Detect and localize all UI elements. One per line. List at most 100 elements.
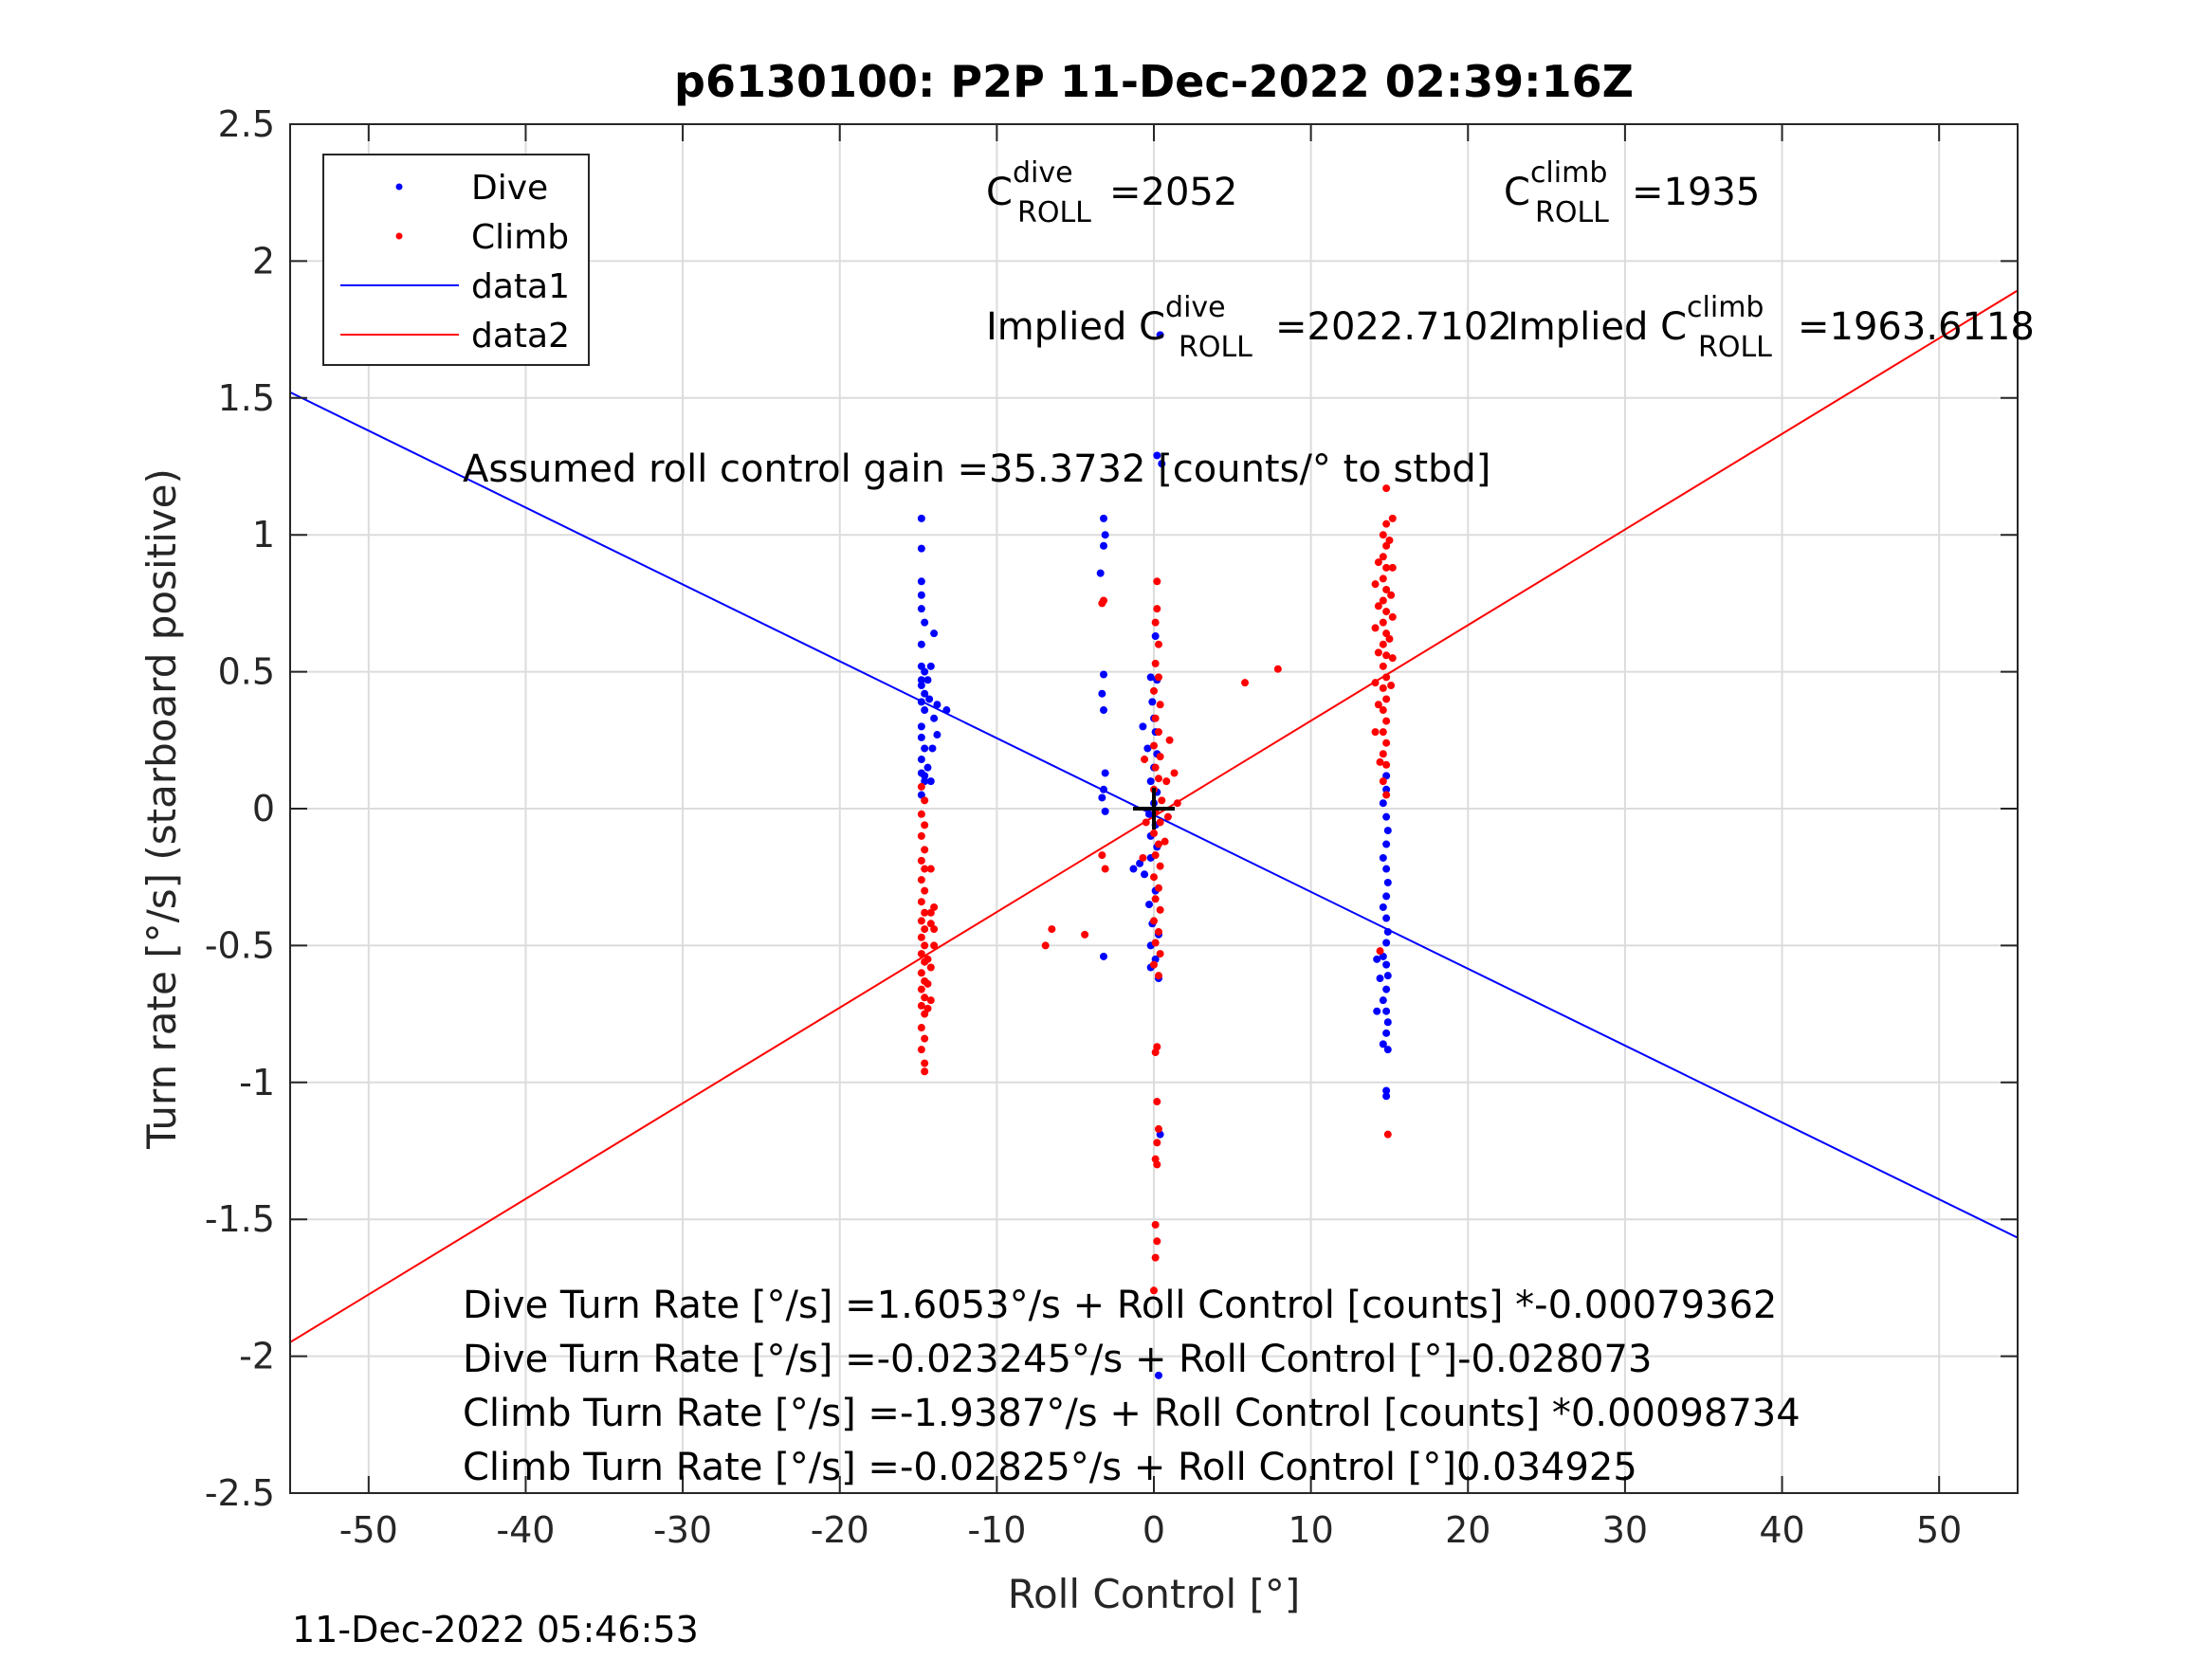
climb-point <box>1371 580 1380 589</box>
dive-point <box>921 618 929 627</box>
dive-point <box>1379 902 1387 911</box>
dive-point <box>1146 673 1155 682</box>
dive-point <box>1382 1092 1391 1101</box>
climb-point <box>1374 701 1382 709</box>
climb-point <box>1153 1098 1161 1106</box>
dive-point <box>1379 853 1387 862</box>
dive-point <box>1146 777 1155 786</box>
climb-point <box>1383 1130 1392 1139</box>
climb-point <box>1273 665 1282 673</box>
dive-point <box>921 689 929 698</box>
dive-point <box>1154 1371 1162 1379</box>
dive-point <box>917 756 925 764</box>
y-tick-label: -2 <box>239 1336 275 1377</box>
climb-point <box>917 917 925 925</box>
x-tick-label: 0 <box>1143 1509 1165 1551</box>
origin-marker <box>1133 788 1175 830</box>
climb-point <box>1371 728 1380 737</box>
dive-degrees-equation: Dive Turn Rate [°/s] =-0.023245°/s + Rol… <box>463 1338 1652 1381</box>
climb-point <box>1387 591 1396 599</box>
c-roll-dive-annotation: Cdive ROLL =2052 <box>986 156 1237 229</box>
legend-climb-marker <box>395 232 403 240</box>
climb-point <box>1388 563 1397 572</box>
dive-point <box>1382 892 1391 901</box>
climb-point <box>1382 608 1391 616</box>
climb-point <box>1139 853 1147 862</box>
climb-point <box>1151 1253 1160 1262</box>
climb-point <box>1379 777 1387 786</box>
climb-point <box>1154 840 1162 848</box>
climb-point <box>1376 757 1384 766</box>
implied-c-roll-dive-annotation: Implied Cdive ROLL =2022.7102 <box>986 291 1512 364</box>
dive-point <box>1098 689 1106 698</box>
climb-point <box>917 933 925 941</box>
dive-point <box>1145 810 1154 818</box>
dive-point <box>921 772 929 780</box>
climb-counts-equation: Climb Turn Rate [°/s] =-1.9387°/s + Roll… <box>463 1392 1801 1435</box>
climb-point <box>1156 701 1164 709</box>
climb-point <box>1162 777 1171 786</box>
y-tick-label: 1.5 <box>218 377 275 419</box>
climb-point <box>917 1046 925 1054</box>
climb-point <box>921 1059 929 1067</box>
climb-point <box>921 925 929 934</box>
dive-point <box>917 722 925 731</box>
x-tick-label: 10 <box>1288 1509 1333 1551</box>
roll-gain-annotation: Assumed roll control gain =35.3732 [coun… <box>463 447 1490 491</box>
y-tick-label: -0.5 <box>205 924 275 966</box>
implied-c-roll-climb-annotation: Implied Cclimb ROLL =1963.6118 <box>1508 291 2035 364</box>
climb-point <box>1156 818 1164 827</box>
dive-point <box>926 777 935 786</box>
dive-point <box>1383 878 1392 886</box>
climb-point <box>1142 818 1150 827</box>
climb-point <box>1154 728 1162 737</box>
climb-point <box>1154 884 1162 892</box>
climb-point <box>930 941 939 950</box>
climb-point <box>921 865 929 873</box>
climb-point <box>921 821 929 830</box>
climb-point <box>1150 1286 1158 1295</box>
axis-ticks <box>290 123 2018 1494</box>
dive-point <box>1383 827 1392 835</box>
x-tick-label: 20 <box>1445 1509 1490 1551</box>
dive-point <box>926 662 935 670</box>
climb-point <box>917 950 925 958</box>
climb-point <box>1379 728 1387 737</box>
dive-point <box>1382 1007 1391 1015</box>
y-tick-label: 0 <box>252 788 275 830</box>
climb-point <box>1387 682 1396 690</box>
y-tick-label: 1 <box>252 514 275 556</box>
climb-point <box>921 908 929 917</box>
climb-point <box>1379 640 1387 648</box>
dive-point <box>1145 901 1154 909</box>
climb-point <box>917 876 925 884</box>
dive-point <box>1382 960 1391 969</box>
dive-point <box>1373 1007 1381 1015</box>
dive-point <box>1382 812 1391 821</box>
dive-point <box>917 676 925 684</box>
timestamp: 11-Dec-2022 05:46:53 <box>292 1609 699 1650</box>
climb-point <box>1156 753 1164 761</box>
climb-point <box>1041 941 1050 950</box>
x-axis-label: Roll Control [°] <box>1008 1571 1301 1617</box>
climb-point <box>1374 558 1382 567</box>
climb-point <box>1153 605 1161 613</box>
climb-point <box>1379 662 1387 670</box>
climb-point <box>1382 520 1391 528</box>
legend-dive-marker <box>395 183 403 191</box>
climb-point <box>1382 484 1391 493</box>
climb-point <box>1163 812 1172 821</box>
climb-point <box>917 985 925 994</box>
dive-point <box>1141 870 1149 879</box>
climb-point <box>1371 624 1380 632</box>
dive-point <box>1156 331 1164 339</box>
dive-point <box>917 591 925 599</box>
climb-point <box>1150 741 1158 750</box>
dive-point <box>1153 451 1161 460</box>
climb-point <box>1151 618 1160 627</box>
dive-point <box>1148 698 1157 706</box>
dive-point <box>1379 799 1387 808</box>
dive-point <box>933 731 941 739</box>
climb-point <box>1154 673 1162 682</box>
climb-point <box>1150 917 1158 925</box>
